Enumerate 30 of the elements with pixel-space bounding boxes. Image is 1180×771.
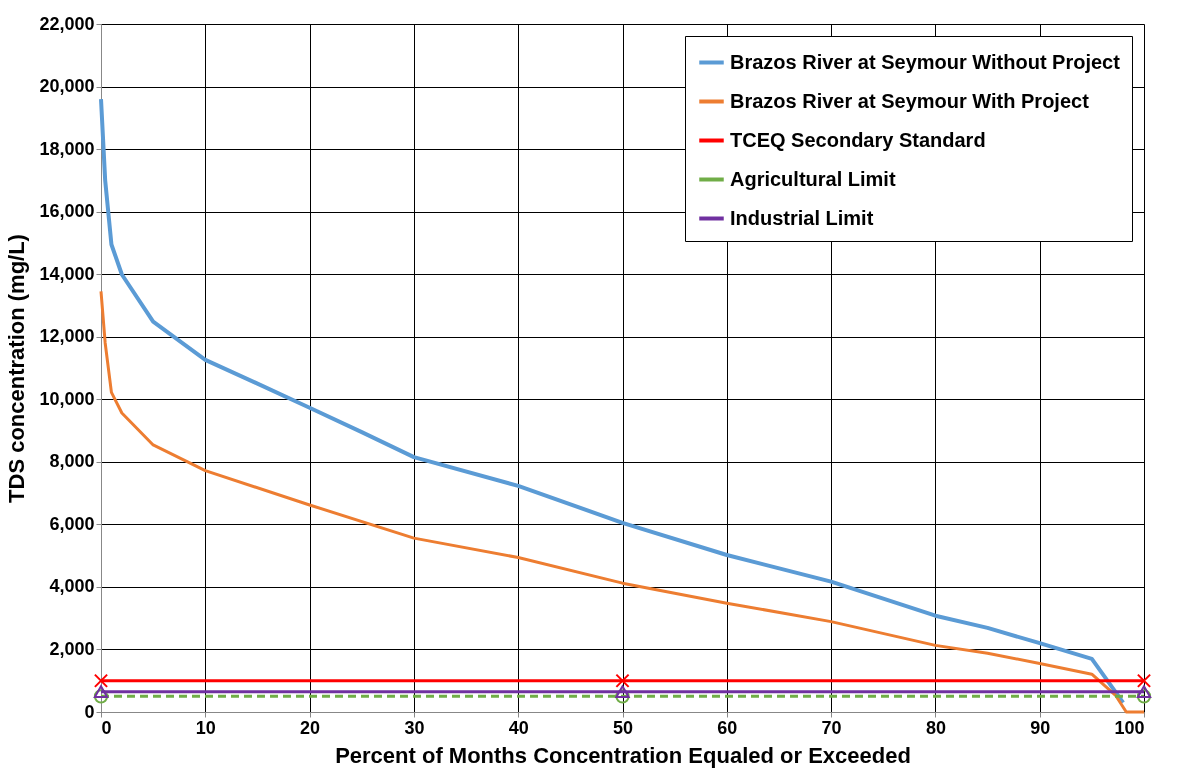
x-tick-label: 10	[195, 717, 216, 738]
x-tick-label: 20	[300, 717, 321, 738]
x-tick-label: 40	[508, 717, 529, 738]
x-tick-label: 0	[101, 717, 112, 738]
legend-label: TCEQ Secondary Standard	[730, 128, 986, 151]
y-tick-label: 22,000	[39, 13, 95, 34]
x-tick-label: 80	[925, 717, 946, 738]
y-tick-label: 14,000	[39, 263, 95, 284]
y-tick-label: 4,000	[49, 576, 95, 597]
y-tick-label: 16,000	[39, 201, 95, 222]
legend-label: Agricultural Limit	[730, 167, 896, 190]
x-tick-label: 60	[717, 717, 738, 738]
x-tick-label: 50	[612, 717, 634, 738]
y-tick-label: 10,000	[39, 388, 95, 409]
y-tick-label: 12,000	[39, 326, 95, 347]
y-tick-label: 8,000	[49, 451, 95, 472]
y-tick-label: 18,000	[39, 138, 95, 159]
y-tick-label: 2,000	[49, 638, 95, 659]
y-axis-title: TDS concentration (mg/L)	[4, 234, 30, 503]
x-tick-label: 100	[1114, 717, 1145, 738]
legend-label: Industrial Limit	[730, 206, 874, 229]
y-tick-label: 0	[84, 701, 95, 722]
legend-label: Brazos River at Seymour With Project	[730, 89, 1090, 112]
y-tick-label: 20,000	[39, 76, 95, 97]
y-tick-label: 6,000	[49, 513, 95, 534]
x-tick-label: 70	[821, 717, 842, 738]
x-tick-label: 30	[404, 717, 425, 738]
x-tick-label: 90	[1030, 717, 1051, 738]
x-axis-title: Percent of Months Concentration Equaled or Exceeded	[335, 742, 911, 768]
legend-label: Brazos River at Seymour Without Project	[730, 50, 1121, 73]
